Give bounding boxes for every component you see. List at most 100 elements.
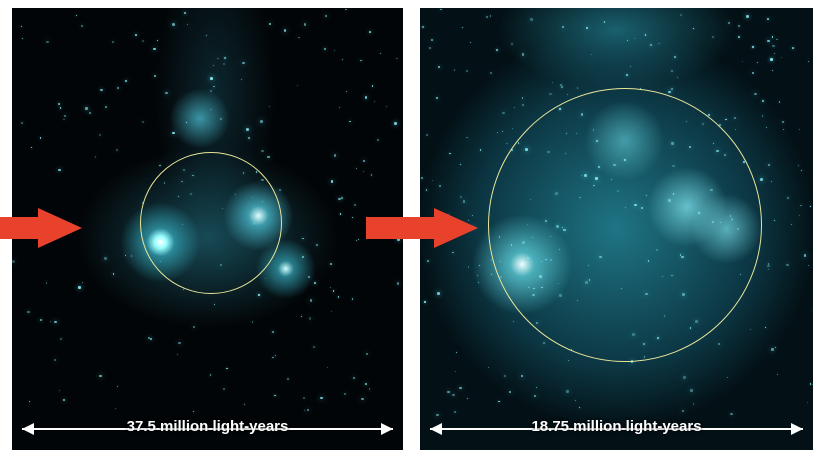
star-point xyxy=(244,404,245,405)
star-point xyxy=(604,21,605,22)
star-point xyxy=(746,15,748,17)
star-point xyxy=(265,278,266,279)
star-point xyxy=(506,143,508,145)
star-point xyxy=(522,53,524,55)
star-point xyxy=(210,374,211,375)
star-point xyxy=(397,282,399,284)
star-point xyxy=(46,41,49,44)
star-point xyxy=(346,91,348,93)
star-point xyxy=(536,387,538,389)
star-point xyxy=(59,390,60,391)
star-point xyxy=(320,397,323,400)
star-point xyxy=(452,394,455,397)
star-point xyxy=(765,327,766,328)
star-point xyxy=(341,197,343,199)
star-point xyxy=(354,204,356,206)
star-point xyxy=(342,59,343,60)
star-point xyxy=(798,165,799,166)
star-point xyxy=(460,164,461,165)
star-point xyxy=(304,410,305,411)
star-point xyxy=(460,196,462,198)
star-point xyxy=(349,121,351,123)
star-point xyxy=(455,371,456,372)
star-point xyxy=(157,40,158,41)
star-point xyxy=(693,28,694,29)
star-point xyxy=(712,36,714,38)
star-point xyxy=(224,57,225,58)
star-point xyxy=(117,87,119,89)
star-point xyxy=(650,44,652,46)
scale-label: 37.5 million light-years xyxy=(125,418,291,435)
star-point xyxy=(223,63,225,65)
star-point xyxy=(812,384,813,385)
star-point xyxy=(424,301,425,302)
star-point xyxy=(718,343,720,345)
star-point xyxy=(301,316,302,317)
star-point xyxy=(447,391,449,393)
star-point xyxy=(466,137,468,139)
star-point xyxy=(386,106,387,107)
star-point xyxy=(220,118,221,119)
star-point xyxy=(807,402,808,403)
star-point xyxy=(568,360,569,361)
star-point xyxy=(776,39,777,40)
arrow-right-icon xyxy=(791,423,803,435)
star-point xyxy=(422,26,423,27)
star-point xyxy=(438,66,440,68)
star-point xyxy=(125,255,126,256)
star-point xyxy=(269,106,270,107)
star-point xyxy=(369,31,371,33)
star-point xyxy=(252,321,253,322)
star-point xyxy=(274,395,275,396)
star-point xyxy=(112,41,114,43)
star-point xyxy=(60,338,61,339)
star-point xyxy=(777,374,778,375)
star-point xyxy=(566,390,569,393)
star-point xyxy=(186,122,187,123)
star-point xyxy=(680,14,682,16)
star-point xyxy=(522,104,524,106)
star-point xyxy=(22,38,23,39)
star-point xyxy=(374,101,375,102)
star-point xyxy=(774,53,775,54)
star-point xyxy=(774,220,775,221)
star-point xyxy=(242,62,245,65)
star-point xyxy=(353,377,355,379)
star-point xyxy=(267,156,269,158)
star-point xyxy=(365,96,367,98)
star-point xyxy=(365,383,367,385)
star-point xyxy=(272,331,274,333)
star-point xyxy=(54,321,56,323)
star-point xyxy=(116,149,118,151)
star-point xyxy=(287,378,288,379)
arrow-right-icon xyxy=(381,423,393,435)
star-point xyxy=(313,346,315,348)
star-point xyxy=(791,224,792,225)
scale-bar: 37.5 million light-years xyxy=(22,420,393,436)
star-point xyxy=(490,15,492,17)
star-point xyxy=(677,77,678,78)
star-point xyxy=(372,85,374,87)
star-point xyxy=(12,260,15,263)
star-point xyxy=(99,375,101,377)
star-point xyxy=(297,85,298,86)
star-point xyxy=(762,100,764,102)
star-point xyxy=(439,185,441,187)
star-point xyxy=(757,62,758,63)
star-point xyxy=(488,367,489,368)
star-point xyxy=(46,282,48,284)
star-point xyxy=(530,18,533,21)
star-point xyxy=(750,329,751,330)
star-point xyxy=(308,276,310,278)
star-point xyxy=(206,35,207,36)
star-point xyxy=(768,164,770,166)
star-point xyxy=(304,23,307,26)
star-point xyxy=(786,264,789,267)
star-point xyxy=(477,275,478,276)
star-point xyxy=(497,132,498,133)
star-point xyxy=(735,129,737,131)
star-point xyxy=(543,342,545,344)
star-point xyxy=(95,156,96,157)
star-point xyxy=(511,43,513,45)
star-point xyxy=(100,89,102,91)
